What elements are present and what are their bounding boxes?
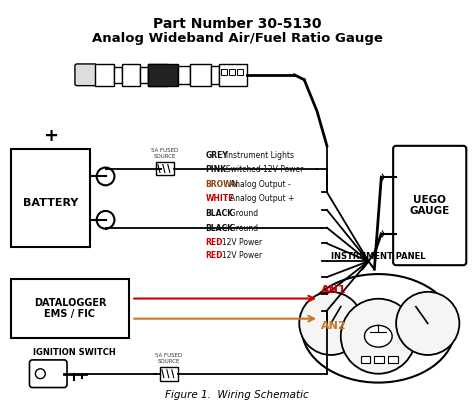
Text: BLACK: BLACK — [205, 209, 233, 218]
FancyBboxPatch shape — [219, 64, 247, 85]
FancyBboxPatch shape — [95, 64, 114, 85]
Text: RED: RED — [205, 238, 223, 247]
Text: : 12V Power: : 12V Power — [217, 251, 263, 260]
FancyBboxPatch shape — [114, 67, 122, 83]
Text: INSTRUMENT PANEL: INSTRUMENT PANEL — [331, 252, 426, 261]
Text: 5A FUSED
SOURCE: 5A FUSED SOURCE — [151, 148, 179, 159]
FancyBboxPatch shape — [11, 149, 90, 247]
FancyBboxPatch shape — [160, 367, 178, 381]
Text: WHITE: WHITE — [205, 194, 234, 203]
Text: RED: RED — [205, 251, 223, 260]
Circle shape — [97, 211, 114, 229]
FancyBboxPatch shape — [229, 69, 235, 75]
Text: DATALOGGER
EMS / FIC: DATALOGGER EMS / FIC — [34, 298, 106, 319]
FancyBboxPatch shape — [361, 356, 370, 363]
Circle shape — [299, 292, 363, 355]
Text: : Analog Output -: : Analog Output - — [225, 180, 291, 189]
Text: Figure 1.  Wiring Schematic: Figure 1. Wiring Schematic — [165, 390, 309, 400]
Text: : 12V Power: : 12V Power — [217, 238, 263, 247]
Text: BROWN: BROWN — [205, 180, 238, 189]
FancyBboxPatch shape — [156, 161, 174, 176]
Text: : Analog Output +: : Analog Output + — [225, 194, 294, 203]
Text: AN1: AN1 — [321, 285, 346, 294]
FancyBboxPatch shape — [190, 64, 211, 85]
Text: IGNITION SWITCH: IGNITION SWITCH — [33, 348, 115, 357]
FancyBboxPatch shape — [148, 64, 168, 85]
FancyBboxPatch shape — [211, 66, 219, 84]
FancyBboxPatch shape — [178, 66, 190, 84]
FancyBboxPatch shape — [393, 146, 466, 265]
Text: : Ground: : Ground — [225, 223, 258, 233]
Text: PINK: PINK — [205, 165, 227, 174]
Text: AN2: AN2 — [321, 320, 346, 331]
Text: 5A FUSED
SOURCE: 5A FUSED SOURCE — [155, 353, 182, 364]
Circle shape — [36, 369, 46, 379]
FancyBboxPatch shape — [221, 69, 227, 75]
Ellipse shape — [365, 325, 392, 347]
Text: +: + — [43, 127, 58, 145]
FancyBboxPatch shape — [122, 64, 140, 85]
Text: Analog Wideband Air/Fuel Ratio Gauge: Analog Wideband Air/Fuel Ratio Gauge — [91, 32, 383, 45]
Text: BLACK: BLACK — [205, 223, 233, 233]
FancyBboxPatch shape — [374, 356, 384, 363]
FancyBboxPatch shape — [29, 360, 67, 387]
FancyBboxPatch shape — [140, 67, 148, 83]
Circle shape — [396, 292, 459, 355]
FancyBboxPatch shape — [388, 356, 398, 363]
Ellipse shape — [302, 274, 455, 382]
Text: BATTERY: BATTERY — [23, 198, 78, 208]
Text: : Instrument Lights: : Instrument Lights — [221, 151, 294, 160]
Text: Part Number 30-5130: Part Number 30-5130 — [153, 17, 321, 31]
Text: UEGO
GAUGE: UEGO GAUGE — [410, 195, 450, 216]
Text: : Switched 12V Power: : Switched 12V Power — [221, 165, 303, 174]
Text: GREY: GREY — [205, 151, 228, 160]
FancyBboxPatch shape — [75, 64, 97, 85]
Circle shape — [97, 168, 114, 185]
Circle shape — [341, 299, 416, 374]
FancyBboxPatch shape — [237, 69, 243, 75]
FancyBboxPatch shape — [11, 279, 129, 338]
Text: : Ground: : Ground — [225, 209, 258, 218]
FancyBboxPatch shape — [148, 64, 178, 85]
